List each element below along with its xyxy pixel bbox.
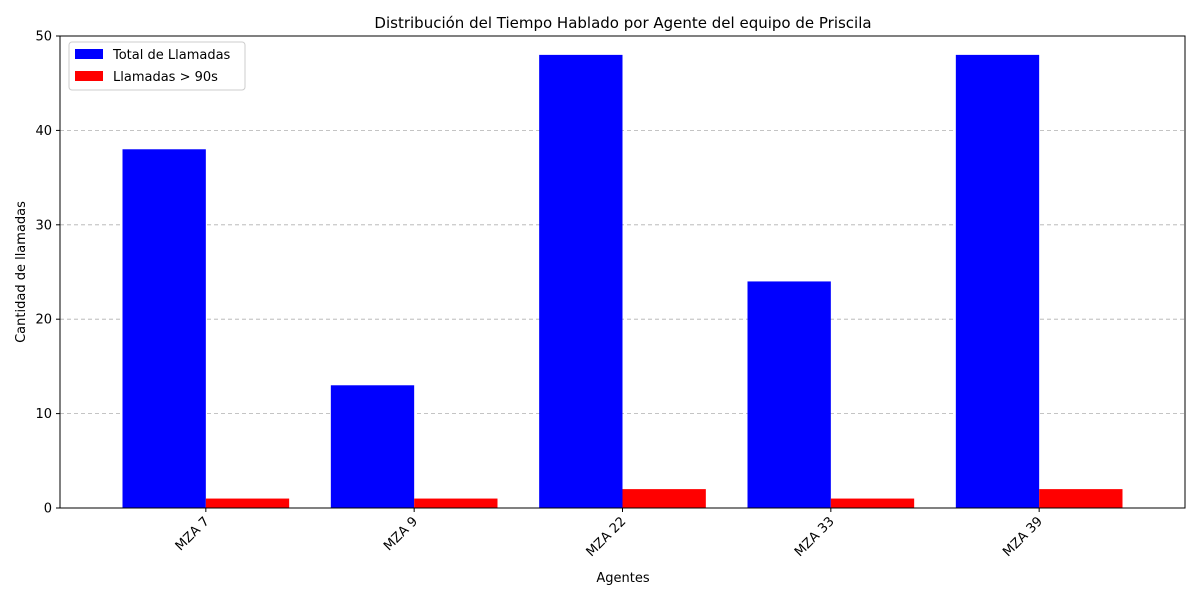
bar-over-90s bbox=[830, 498, 915, 508]
legend-box bbox=[68, 41, 246, 91]
x-tick-label: MZA 39 bbox=[1000, 514, 1046, 560]
x-tick-label: MZA 33 bbox=[792, 514, 838, 560]
bar-over-90s bbox=[414, 498, 498, 508]
bar-over-90s bbox=[205, 498, 290, 508]
x-tick-label: MZA 7 bbox=[173, 514, 213, 554]
legend-label: Total de Llamadas bbox=[112, 48, 231, 63]
x-tick-label: MZA 9 bbox=[381, 514, 421, 554]
legend-label: Llamadas > 90s bbox=[113, 70, 218, 85]
bars bbox=[122, 54, 1123, 508]
bar-total bbox=[955, 54, 1040, 508]
y-tick-label: 30 bbox=[35, 218, 52, 233]
x-tick-label: MZA 22 bbox=[584, 514, 630, 560]
y-axis-label: Cantidad de llamadas bbox=[14, 201, 29, 343]
bar-over-90s bbox=[1039, 489, 1123, 508]
legend: Total de Llamadas Llamadas > 90s bbox=[68, 41, 246, 91]
legend-swatch bbox=[75, 71, 103, 81]
bar-total bbox=[747, 281, 831, 508]
y-axis: 0 10 20 30 40 50 bbox=[35, 30, 60, 517]
y-tick-label: 0 bbox=[44, 502, 52, 517]
y-tick-label: 40 bbox=[35, 124, 52, 139]
bar-over-90s bbox=[622, 489, 706, 508]
bar-total bbox=[122, 149, 206, 508]
y-tick-label: 50 bbox=[35, 30, 52, 45]
y-tick-label: 20 bbox=[35, 313, 52, 328]
x-axis: MZA 7 MZA 9 MZA 22 MZA 33 MZA 39 bbox=[173, 508, 1046, 560]
y-tick-label: 10 bbox=[35, 407, 52, 422]
x-axis-label: Agentes bbox=[596, 571, 649, 586]
legend-swatch bbox=[75, 49, 103, 59]
bar-total bbox=[330, 385, 415, 508]
bar-total bbox=[539, 54, 623, 508]
chart-title: Distribución del Tiempo Hablado por Agen… bbox=[374, 14, 871, 32]
